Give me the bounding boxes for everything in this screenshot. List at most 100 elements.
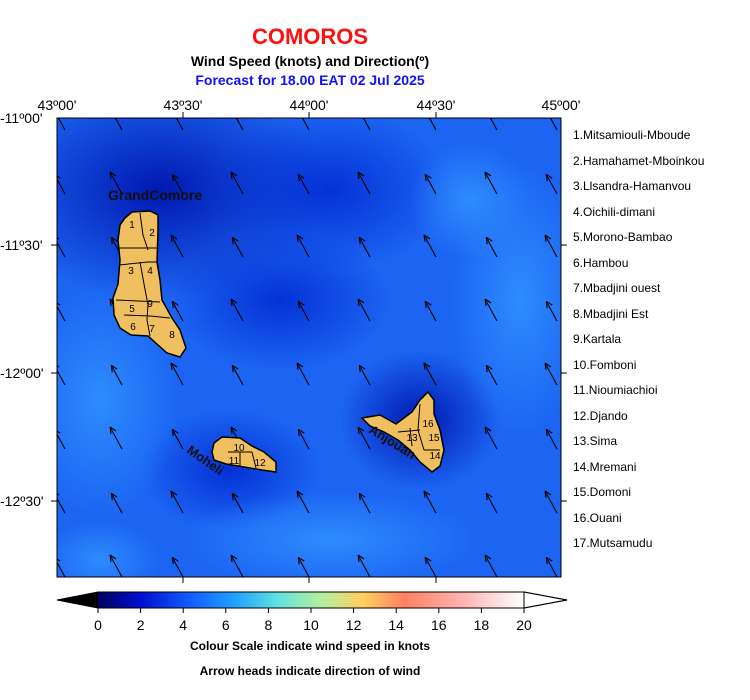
region-number: 3 [128, 266, 134, 277]
wind-arrow [109, 171, 123, 195]
wind-arrow [545, 173, 558, 195]
wind-arrow [428, 118, 437, 131]
wind-arrow [57, 118, 66, 131]
legend-item: 3.Llsandra-Hamanvou [573, 179, 692, 193]
region-number: 1 [129, 220, 135, 231]
region-number: 2 [149, 228, 155, 239]
wind-arrow [362, 118, 371, 131]
wind-arrow [296, 234, 310, 258]
wind-arrow [423, 362, 437, 386]
region-number: 12 [254, 458, 266, 469]
wind-arrow [297, 428, 310, 450]
wind-arrow [297, 173, 310, 195]
wind-arrow [424, 173, 437, 195]
wind-arrow [171, 428, 184, 450]
legend-item: 12.Djando [573, 408, 628, 423]
colorbar-tick-label: 6 [221, 617, 230, 633]
legend-item: 15.Domoni [573, 485, 632, 499]
wind-arrow [301, 118, 310, 131]
wind-arrow [484, 298, 498, 322]
wind-arrow [231, 236, 244, 258]
legend-item: 14.Mremani [573, 459, 637, 474]
legend-item: 5.Morono-Bambao [573, 230, 673, 244]
wind-arrow [544, 490, 558, 514]
colorbar-tick-label: 18 [473, 617, 490, 633]
wind-arrow [424, 300, 437, 322]
region-number: 9 [147, 299, 153, 310]
lat-label-11-30: -11º30' [0, 237, 43, 253]
wind-arrow [423, 490, 437, 514]
legend-item: 13.Sima [573, 434, 618, 448]
wind-arrow [296, 490, 310, 514]
region-number: 4 [147, 266, 153, 277]
wind-arrow [170, 234, 184, 258]
wind-arrow [231, 492, 244, 514]
wind-arrow [357, 298, 371, 322]
wind-arrow [358, 492, 371, 514]
lat-label-11-00: -11º00' [0, 110, 43, 126]
colorbar-tick-label: 0 [94, 617, 102, 633]
island-grande-comore: 1 2 3 4 5 9 6 7 8 [112, 210, 187, 358]
wind-arrow [171, 300, 184, 322]
wind-arrow [358, 364, 371, 386]
wind-arrow [171, 173, 184, 195]
colorbar-tick-label: 12 [345, 617, 362, 633]
colorbar-tick-label: 10 [303, 617, 319, 633]
region-number: 11 [229, 456, 240, 467]
wind-arrow [297, 556, 310, 577]
wind-speed-field [57, 118, 561, 577]
wind-arrows [57, 118, 558, 577]
legend-item: 1.Mitsamiouli-Mboude [573, 128, 691, 142]
forecast-time: Forecast for 18.00 EAT 02 Jul 2025 [195, 72, 425, 88]
wind-arrow [357, 426, 371, 450]
legend-item: 2.Hamahamet-Mboinkou [573, 153, 705, 168]
wind-arrow [424, 556, 437, 577]
wind-arrow [357, 171, 371, 195]
wind-arrow [57, 237, 66, 258]
colorbar-tick-label: 16 [431, 617, 447, 633]
wind-arrow [545, 556, 558, 577]
region-number: 14 [429, 451, 441, 462]
wind-arrow [485, 364, 498, 386]
wind-arrow [171, 556, 184, 577]
wind-arrow [175, 118, 184, 131]
wind-arrow [231, 364, 244, 386]
colorbar-tick-label: 4 [179, 617, 188, 633]
lat-label-12-00: -12º00' [0, 365, 44, 381]
wind-arrow [110, 492, 123, 514]
wind-arrow [544, 362, 558, 386]
lon-label-45-00: 45º00' [541, 97, 581, 113]
colorbar [56, 591, 568, 613]
wind-arrow [423, 234, 437, 258]
wind-arrow [544, 234, 558, 258]
wind-arrow [296, 362, 310, 386]
wind-arrow [545, 428, 558, 450]
wind-arrow [545, 300, 558, 322]
axis-ticks [51, 112, 567, 583]
region-number: 5 [129, 304, 135, 315]
lon-label-44-00: 44º00' [289, 97, 329, 113]
colorbar-tick-label: 14 [388, 617, 404, 633]
wind-arrow [484, 554, 498, 577]
colorbar-tick-label: 8 [264, 617, 273, 633]
wind-arrow [489, 118, 498, 131]
wind-arrow [235, 118, 244, 131]
legend-item: 8.Mbadjini Est [573, 306, 649, 321]
region-number: 6 [130, 322, 136, 333]
legend-item: 11.Nioumiachioi [573, 383, 658, 397]
island-moheli: 10 11 12 [211, 436, 277, 473]
legend-item: 4.Oichili-dimani [573, 204, 656, 219]
wind-arrow [357, 554, 371, 577]
island-anjouan: 13 15 14 16 [360, 390, 445, 473]
wind-arrow [230, 171, 244, 195]
legend-item: 16.Ouani [573, 510, 622, 525]
wind-arrow [57, 493, 66, 514]
wind-arrow [109, 554, 123, 577]
label-grande-comore: GrandComore [108, 187, 202, 203]
legend-item: 10.Fomboni [573, 357, 637, 372]
region-number: 8 [169, 330, 175, 341]
arrow-caption: Arrow heads indicate direction of wind [199, 664, 421, 678]
region-number: 10 [233, 443, 245, 454]
wind-arrow [57, 365, 66, 386]
wind-arrow [484, 171, 498, 195]
